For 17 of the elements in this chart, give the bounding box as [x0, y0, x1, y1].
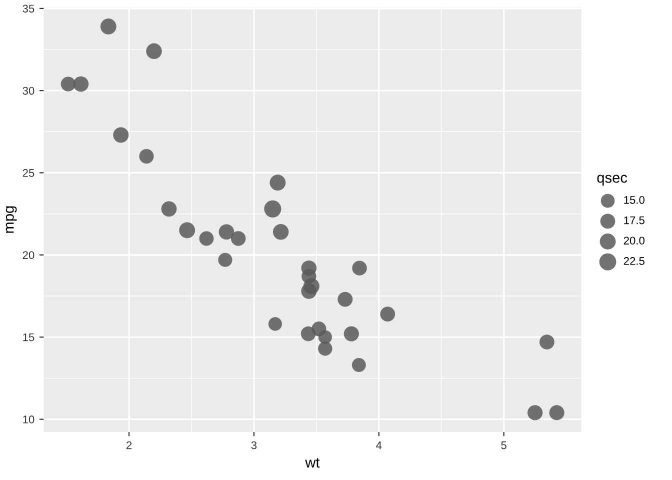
legend-label: 22.5 [624, 257, 644, 265]
y-tick-label: 25 [22, 169, 34, 177]
x-tick-label: 5 [501, 441, 506, 450]
y-tick-label: 35 [22, 4, 34, 13]
y-tick-label: 20 [22, 251, 34, 260]
legend-label: 15.0 [624, 196, 645, 204]
x-tick-label: 4 [376, 441, 382, 450]
legend-label: 20.0 [624, 236, 645, 245]
x-axis-title: wt [305, 458, 320, 468]
y-tick-label: 10 [23, 416, 34, 424]
x-tick-label: 3 [251, 441, 257, 450]
y-tick-label: 15 [23, 333, 34, 342]
legend-title: qsec [597, 174, 628, 186]
y-axis-title: mpg [6, 206, 17, 233]
x-tick-label: 2 [126, 441, 132, 450]
legend-label: 17.5 [624, 216, 644, 224]
y-tick-label: 30 [22, 86, 34, 95]
